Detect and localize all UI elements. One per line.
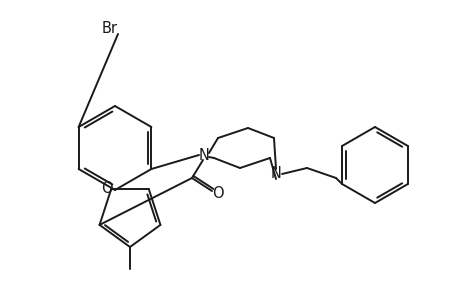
Text: O: O <box>101 181 113 196</box>
Text: O: O <box>212 185 224 200</box>
Text: N: N <box>270 167 281 182</box>
Text: N: N <box>198 148 209 163</box>
Text: Br: Br <box>102 20 118 35</box>
